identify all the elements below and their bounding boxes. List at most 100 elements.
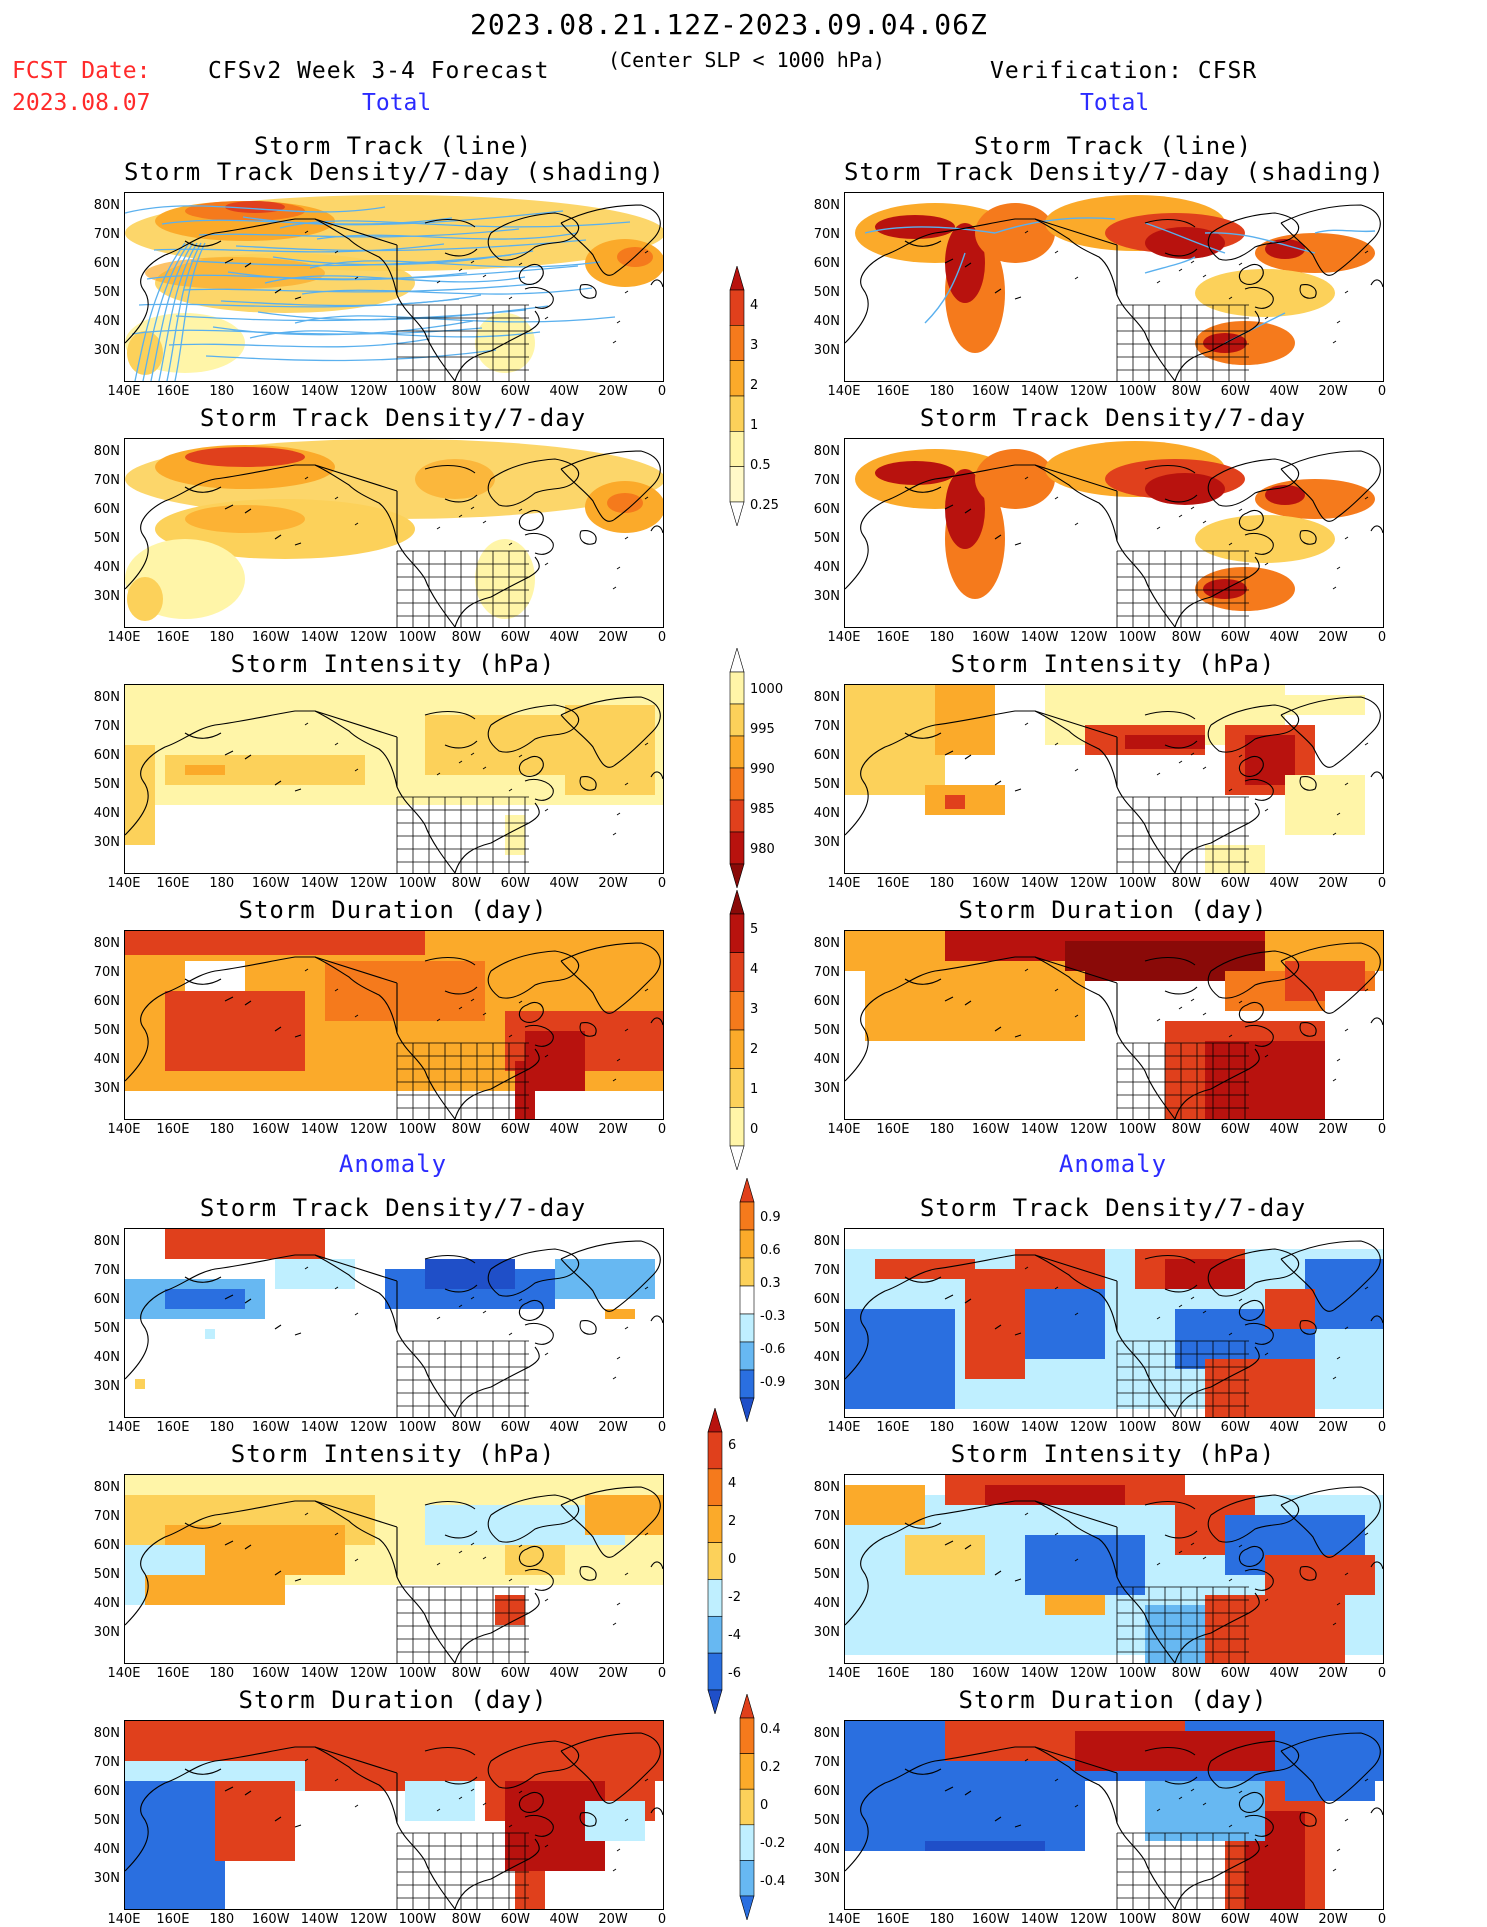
lon-tick-label: 40W (549, 384, 579, 399)
lon-tick-label: 80W (451, 1122, 482, 1137)
lon-tick-label: 160W (251, 630, 290, 645)
panel-title-intensity-left: Storm Intensity (hPa) (230, 650, 556, 678)
map-anom-duration-verification (844, 1720, 1384, 1910)
lon-tick-label: 60W (1220, 384, 1250, 399)
lat-tick-label: 50N (93, 1567, 120, 1582)
lon-tick-label: 80W (1171, 630, 1202, 645)
map-canvas (125, 439, 663, 627)
lat-tick-label: 30N (93, 1081, 120, 1096)
map-canvas (845, 1475, 1383, 1663)
lon-tick-label: 40W (549, 1122, 579, 1137)
lat-tick-label: 50N (813, 285, 840, 300)
map-canvas (125, 195, 663, 381)
lon-tick-label: 120W (349, 1912, 388, 1927)
lon-tick-label: 140E (107, 630, 141, 645)
colorbar-tick-label: 990 (750, 762, 775, 777)
lon-tick-label: 160E (876, 1122, 910, 1137)
lon-tick-label: 60W (500, 384, 530, 399)
lon-tick-label: 120W (1069, 384, 1108, 399)
lon-tick-label: 160E (156, 630, 190, 645)
lon-tick-label: 20W (598, 1912, 628, 1927)
colorbar-tick-label: 3 (750, 1002, 759, 1017)
lon-tick-label: 180 (929, 1912, 955, 1927)
lat-tick-label: 40N (93, 1350, 120, 1365)
lat-tick-label: 40N (813, 1052, 840, 1067)
verification-label: Verification: CFSR (990, 58, 1258, 84)
lon-tick-label: 180 (929, 384, 955, 399)
lon-tick-label: 100W (398, 384, 437, 399)
map-canvas (845, 441, 1383, 627)
lon-tick-label: 160E (156, 1666, 190, 1681)
colorbar-tick-label: -0.6 (760, 1342, 786, 1357)
lon-tick-label: 140W (1020, 384, 1059, 399)
lat-tick-label: 40N (813, 1596, 840, 1611)
lon-tick-label: 120W (1069, 1122, 1108, 1137)
lon-tick-label: 20W (598, 1420, 628, 1435)
lat-tick-label: 80N (813, 198, 840, 213)
lat-tick-label: 50N (813, 1567, 840, 1582)
lon-tick-label: 160W (251, 876, 290, 891)
lat-tick-label: 80N (93, 1726, 120, 1741)
lon-tick-label: 40W (549, 876, 579, 891)
map-canvas (845, 931, 1383, 1119)
panel-title-track-right-2: Storm Track Density/7-day (shading) (844, 158, 1385, 186)
lon-tick-label: 20W (598, 384, 628, 399)
map-intensity-verification (844, 684, 1384, 874)
colorbar-tick-label: 1 (750, 1082, 759, 1097)
colorbar-tick-label: 0.5 (750, 458, 771, 473)
map-canvas (125, 1475, 663, 1663)
lat-tick-label: 70N (93, 1509, 120, 1524)
lat-tick-label: 30N (93, 835, 120, 850)
lon-tick-label: 140W (300, 1122, 339, 1137)
lon-tick-label: 80W (451, 1420, 482, 1435)
lat-tick-label: 60N (93, 1538, 120, 1553)
lat-tick-label: 60N (93, 1784, 120, 1799)
lat-tick-label: 70N (93, 719, 120, 734)
lon-tick-label: 40W (1269, 876, 1299, 891)
lon-tick-label: 0 (657, 1420, 667, 1435)
lat-tick-label: 50N (813, 531, 840, 546)
lon-tick-label: 160E (876, 876, 910, 891)
lon-tick-label: 40W (549, 1912, 579, 1927)
lat-tick-label: 60N (813, 748, 840, 763)
lon-tick-label: 160W (971, 384, 1010, 399)
colorbar-tick-label: -0.9 (760, 1375, 786, 1390)
panel-title-track-left-2: Storm Track Density/7-day (shading) (124, 158, 665, 186)
lat-tick-label: 70N (93, 1263, 120, 1278)
lat-tick-label: 50N (93, 1813, 120, 1828)
lon-tick-label: 140W (300, 384, 339, 399)
lat-tick-label: 80N (93, 1480, 120, 1495)
lat-tick-label: 40N (93, 1842, 120, 1857)
lon-tick-label: 60W (500, 630, 530, 645)
lon-tick-label: 140E (827, 630, 861, 645)
lat-tick-label: 40N (93, 1596, 120, 1611)
colorbar-density (729, 266, 745, 526)
colorbar-tick-label: 3 (750, 338, 759, 353)
map-canvas (845, 195, 1383, 381)
lat-tick-label: 30N (813, 1871, 840, 1886)
lon-tick-label: 140E (107, 1912, 141, 1927)
colorbar-tick-label: -0.2 (760, 1836, 786, 1851)
lat-tick-label: 70N (813, 965, 840, 980)
lon-tick-label: 60W (1220, 1666, 1250, 1681)
lon-tick-label: 120W (1069, 630, 1108, 645)
colorbar-tick-label: 2 (750, 1042, 759, 1057)
colorbar-tick-label: 980 (750, 842, 775, 857)
lon-tick-label: 20W (598, 1666, 628, 1681)
lat-tick-label: 70N (813, 719, 840, 734)
lon-tick-label: 120W (1069, 876, 1108, 891)
lat-tick-label: 80N (813, 1726, 840, 1741)
lat-tick-label: 60N (93, 502, 120, 517)
lat-tick-label: 80N (813, 444, 840, 459)
lon-tick-label: 180 (209, 1666, 235, 1681)
colorbar-tick-label: -0.4 (760, 1874, 786, 1889)
lon-tick-label: 20W (1318, 630, 1348, 645)
lat-tick-label: 50N (813, 1321, 840, 1336)
panel-title-anom-density-right: Storm Track Density/7-day (919, 1194, 1307, 1222)
lat-tick-label: 40N (93, 806, 120, 821)
model-title: CFSv2 Week 3-4 Forecast (208, 58, 550, 84)
lon-tick-label: 140W (1020, 1420, 1059, 1435)
colorbar-anom-density (739, 1178, 755, 1422)
lon-tick-label: 60W (500, 1666, 530, 1681)
lon-tick-label: 20W (598, 1122, 628, 1137)
